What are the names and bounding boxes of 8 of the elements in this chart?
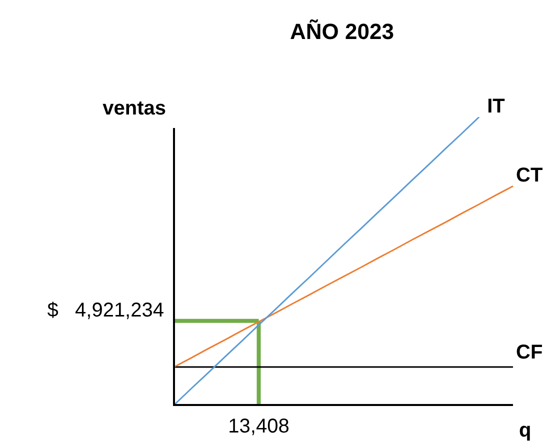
series-label: IT bbox=[487, 96, 505, 118]
x-axis-title: q bbox=[519, 420, 532, 442]
chart-title: AÑO 2023 bbox=[290, 19, 394, 44]
text: $ 4,921,234 bbox=[47, 299, 164, 322]
series-label: CF bbox=[516, 342, 543, 364]
text: 13,408 bbox=[228, 416, 290, 438]
series-label: CT bbox=[516, 164, 543, 187]
y-axis-title: ventas bbox=[102, 98, 166, 120]
